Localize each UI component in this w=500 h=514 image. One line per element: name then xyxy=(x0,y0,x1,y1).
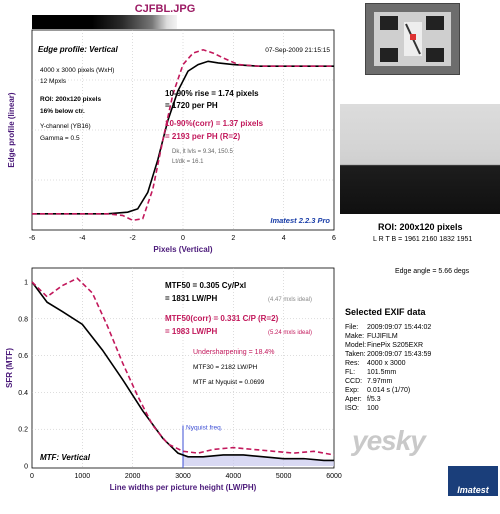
exif-value: 101.5mm xyxy=(367,369,397,376)
exif-value: 4000 x 3000 xyxy=(367,360,406,367)
exif-row: ISO: 100 xyxy=(345,404,431,413)
mtf-x-tick-label: 2000 xyxy=(125,473,141,480)
exif-row: Taken: 2009:09:07 15:43:59 xyxy=(345,350,431,359)
exif-row: Make: FUJIFILM xyxy=(345,332,431,341)
imatest-version-label: Imatest 2.2.3 Pro xyxy=(270,216,330,225)
edge-rise-per-ph: = 1720 per PH xyxy=(165,101,218,110)
edge-light-dark-ratio: Lt/dk = 16.1 xyxy=(172,159,204,165)
mtf-y-tick-label: 0.6 xyxy=(18,353,28,360)
exif-key: ISO: xyxy=(345,405,360,412)
test-chart-image xyxy=(374,12,451,66)
mtf-y-tick-label: 0.4 xyxy=(18,390,28,397)
exif-panel: Selected EXIF data File: 2009:09:07 15:44… xyxy=(345,308,431,413)
exif-key: Aper: xyxy=(345,396,362,403)
exif-key: Model: xyxy=(345,342,367,349)
exif-key: CCD: xyxy=(345,378,363,385)
mtf-x-tick-label: 4000 xyxy=(226,473,242,480)
exif-value: 7.97mm xyxy=(367,378,393,385)
mtf-x-tick-label: 6000 xyxy=(326,473,342,480)
mtf-series-corrected-line xyxy=(31,277,335,456)
exif-key: FL: xyxy=(345,369,356,376)
edge-gradient-strip xyxy=(32,15,332,29)
mtf50-ideal: (4.47 mxls ideal) xyxy=(268,297,312,303)
imatest-logo: Imatest xyxy=(448,466,498,496)
exif-value: FUJIFILM xyxy=(367,333,398,340)
roi-title: ROI: 200x120 pixels xyxy=(378,222,463,232)
test-chart-thumbnail xyxy=(365,3,460,75)
edge-series-corrected-line xyxy=(32,48,334,222)
mtf-y-tick-label: 0.2 xyxy=(18,427,28,434)
mtf-y-axis-label: SFR (MTF) xyxy=(5,348,14,388)
roi-thumbnail xyxy=(340,104,500,214)
edge-plot-title: Edge profile: Vertical xyxy=(38,45,119,54)
mtf-nyquist-text: MTF at Nyquist = 0.0699 xyxy=(193,379,265,386)
exif-key: Make: xyxy=(345,333,365,340)
mtf-x-tick-label: 3000 xyxy=(175,473,191,480)
edge-x-tick-label: 6 xyxy=(332,235,336,242)
exif-value: 0.014 s (1/70) xyxy=(367,387,411,394)
edge-info-line: 12 Mpxls xyxy=(40,78,67,85)
edge-info-line: ROI: 200x120 pixels xyxy=(40,96,101,103)
mtf-y-tick-label: 0 xyxy=(24,464,28,471)
edge-corr-per-ph: = 2193 per PH (R=2) xyxy=(165,132,240,141)
mtf-y-tick-label: 0.8 xyxy=(18,316,28,323)
edge-x-tick-label: -6 xyxy=(29,235,35,242)
exif-row: File: 2009:09:07 15:44:02 xyxy=(345,323,431,332)
exif-row: Res: 4000 x 3000 xyxy=(345,359,431,368)
mtf-series-line xyxy=(31,281,334,462)
mtf30-text: MTF30 = 2182 LW/PH xyxy=(193,364,258,371)
mtf-x-tick-label: 0 xyxy=(30,473,34,480)
edge-x-tick-label: -4 xyxy=(79,235,85,242)
exif-value: 2009:09:07 15:44:02 xyxy=(367,324,432,331)
mtf50-corr-lwph: = 1983 LW/PH xyxy=(165,327,217,336)
edge-angle: Edge angle = 5.66 degs xyxy=(395,268,470,275)
exif-key: Exp: xyxy=(345,387,360,394)
exif-value: FinePix S205EXR xyxy=(367,342,424,349)
mtf50-text: MTF50 = 0.305 Cy/Pxl xyxy=(165,281,246,290)
mtf-y-tick-label: 1 xyxy=(24,280,28,287)
exif-title: Selected EXIF data xyxy=(345,307,426,317)
edge-plot-date: 07-Sep-2009 21:15:15 xyxy=(265,47,330,54)
mtf50-corr-ideal: (5.24 mxls ideal) xyxy=(268,330,312,336)
exif-key: Taken: xyxy=(345,351,366,358)
file-title: CJFBL.JPG xyxy=(134,3,196,15)
exif-value: 2009:09:07 15:43:59 xyxy=(367,351,432,358)
edge-x-tick-label: 4 xyxy=(282,235,286,242)
exif-key: File: xyxy=(345,324,359,331)
exif-key: Res: xyxy=(345,360,360,367)
edge-rise-text: 10-90% rise = 1.74 pixels xyxy=(165,89,259,98)
edge-y-axis-label: Edge profile (linear) xyxy=(7,92,16,167)
yesky-watermark: yesky xyxy=(352,425,426,456)
edge-info-line: 16% below ctr. xyxy=(40,108,85,115)
mtf-x-tick-label: 5000 xyxy=(276,473,292,480)
edge-x-tick-label: 0 xyxy=(181,235,185,242)
mtf50-corr-text: MTF50(corr) = 0.331 C/P (R=2) xyxy=(165,314,279,323)
mtf50-lwph: = 1831 LW/PH xyxy=(165,294,217,303)
edge-x-axis-label: Pixels (Vertical) xyxy=(153,245,212,254)
edge-info-line: Gamma = 0.5 xyxy=(40,135,80,142)
mtf-x-axis-label: Line widths per picture height (LW/PH) xyxy=(110,483,257,492)
roi-coords: L R T B = 1961 2160 1832 1951 xyxy=(373,236,473,243)
mtf-x-tick-label: 1000 xyxy=(75,473,91,480)
edge-x-tick-label: 2 xyxy=(231,235,235,242)
edge-info-line: 4000 x 3000 pixels (WxH) xyxy=(40,67,114,74)
mtf-plot-title: MTF: Vertical xyxy=(40,453,91,462)
nyquist-label: Nyquist freq. xyxy=(186,425,223,432)
edge-dark-light-levels: Dk, lt lvls = 9.34, 150.5 xyxy=(172,149,234,155)
edge-x-tick-label: -2 xyxy=(130,235,136,242)
edge-series-line xyxy=(32,60,334,215)
exif-row: Aper: f/5.3 xyxy=(345,395,431,404)
exif-row: Exp: 0.014 s (1/70) xyxy=(345,386,431,395)
exif-rows: File: 2009:09:07 15:44:02 Make: FUJIFILM Mod… xyxy=(345,323,431,413)
exif-row: Model: FinePix S205EXR xyxy=(345,341,431,350)
edge-corr-rise-text: 10-90%(corr) = 1.37 pixels xyxy=(165,119,264,128)
exif-row: CCD: 7.97mm xyxy=(345,377,431,386)
charts-canvas: -6 -4 -2 0 2 4 6 Pixels (Vertical) Edge profile … xyxy=(5,29,342,492)
exif-value: f/5.3 xyxy=(367,396,381,403)
mtf-nyquist-shading xyxy=(183,454,334,466)
exif-value: 100 xyxy=(367,405,379,412)
edge-info-line: Y-channel (YB16) xyxy=(40,123,91,130)
undersharpening-text: Undersharpening = 18.4% xyxy=(193,349,275,356)
exif-row: FL: 101.5mm xyxy=(345,368,431,377)
